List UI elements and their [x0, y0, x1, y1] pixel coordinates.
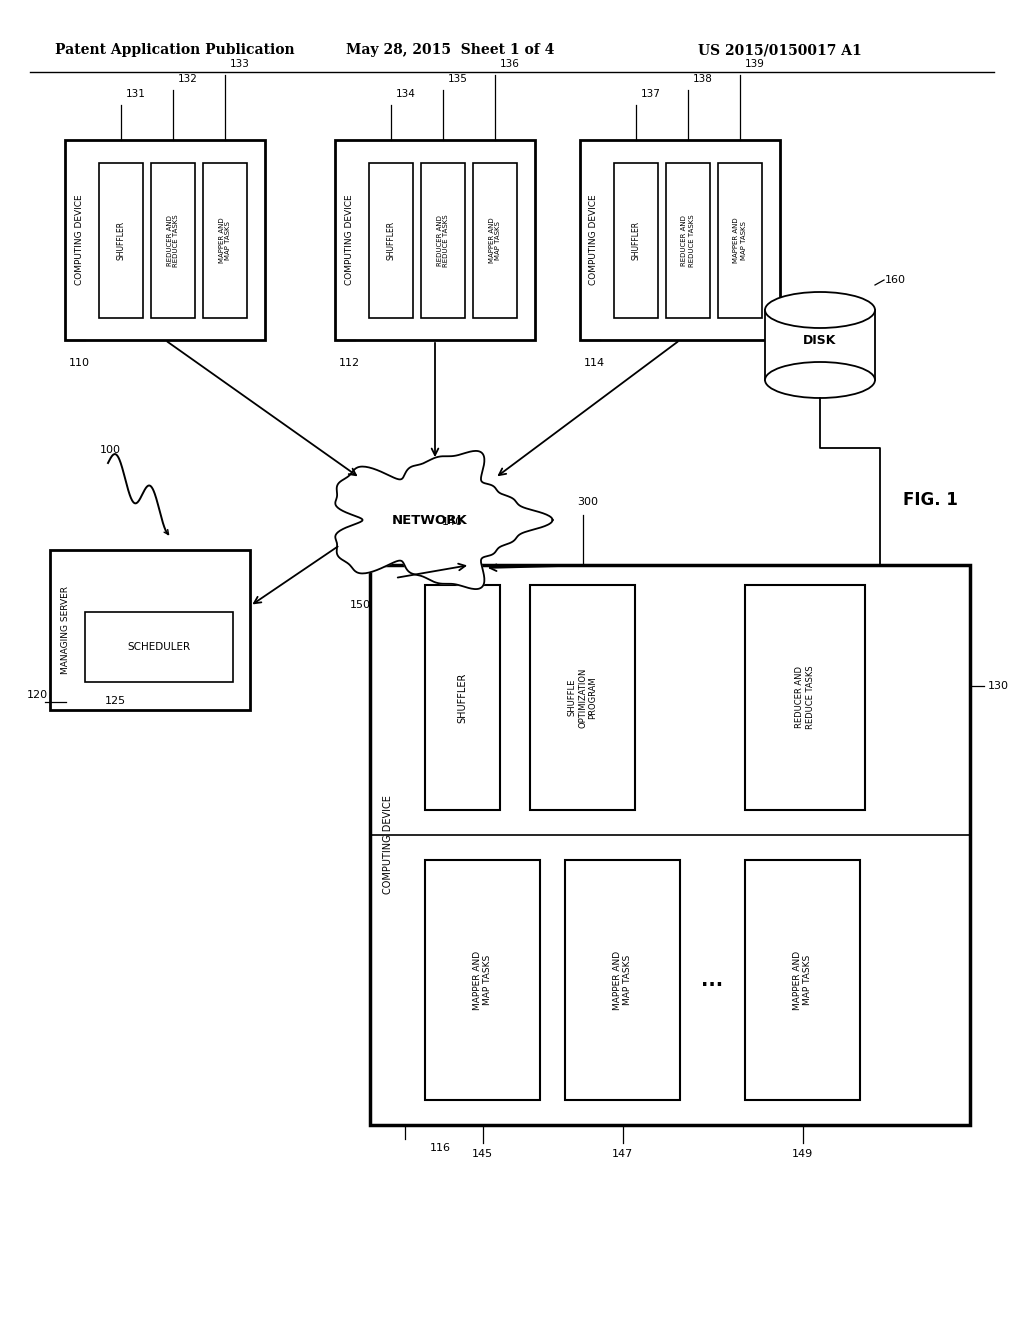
Text: 160: 160 — [885, 275, 906, 285]
Text: 100: 100 — [100, 445, 121, 455]
Text: 116: 116 — [430, 1143, 451, 1152]
Text: NETWORK: NETWORK — [392, 513, 468, 527]
Bar — [530, 585, 635, 810]
Text: ...: ... — [701, 970, 724, 990]
Ellipse shape — [765, 362, 874, 399]
Bar — [580, 140, 780, 341]
Text: DISK: DISK — [803, 334, 837, 347]
Bar — [745, 585, 865, 810]
Text: 147: 147 — [612, 1148, 633, 1159]
Text: 137: 137 — [641, 88, 660, 99]
Bar — [718, 162, 762, 318]
Text: COMPUTING DEVICE: COMPUTING DEVICE — [383, 796, 393, 895]
Text: FIG. 1: FIG. 1 — [902, 491, 957, 510]
Text: Patent Application Publication: Patent Application Publication — [55, 44, 295, 57]
Bar — [369, 162, 413, 318]
Text: REDUCER AND
REDUCE TASKS: REDUCER AND REDUCE TASKS — [436, 214, 450, 267]
Text: SHUFFLER: SHUFFLER — [458, 672, 468, 722]
Bar — [85, 612, 233, 682]
Bar — [745, 861, 860, 1100]
Text: SHUFFLER: SHUFFLER — [117, 220, 126, 260]
Text: US 2015/0150017 A1: US 2015/0150017 A1 — [698, 44, 862, 57]
Text: 131: 131 — [126, 88, 145, 99]
Text: MAPPER AND
MAP TASKS: MAPPER AND MAP TASKS — [733, 218, 746, 263]
Text: 145: 145 — [472, 1148, 494, 1159]
Bar — [425, 861, 540, 1100]
Text: MAPPER AND
MAP TASKS: MAPPER AND MAP TASKS — [473, 950, 493, 1010]
Text: SHUFFLER: SHUFFLER — [632, 220, 640, 260]
Text: 139: 139 — [745, 59, 765, 69]
Bar — [473, 162, 517, 318]
Text: MANAGING SERVER: MANAGING SERVER — [61, 586, 71, 675]
Text: MAPPER AND
MAP TASKS: MAPPER AND MAP TASKS — [612, 950, 632, 1010]
Bar — [50, 550, 250, 710]
Text: 138: 138 — [693, 74, 713, 84]
Bar — [151, 162, 195, 318]
Bar — [335, 140, 535, 341]
Bar — [370, 565, 970, 1125]
Bar — [765, 310, 874, 380]
Bar — [421, 162, 465, 318]
Text: REDUCER AND
REDUCE TASKS: REDUCER AND REDUCE TASKS — [796, 665, 815, 730]
Text: REDUCER AND
REDUCE TASKS: REDUCER AND REDUCE TASKS — [682, 214, 694, 267]
Text: 134: 134 — [396, 88, 416, 99]
Bar — [99, 162, 143, 318]
Bar — [666, 162, 710, 318]
Bar — [565, 861, 680, 1100]
Text: 140: 140 — [442, 517, 463, 527]
Text: 150: 150 — [349, 601, 371, 610]
Text: COMPUTING DEVICE: COMPUTING DEVICE — [590, 194, 598, 285]
Text: 149: 149 — [792, 1148, 813, 1159]
Polygon shape — [335, 451, 553, 589]
Text: COMPUTING DEVICE: COMPUTING DEVICE — [344, 194, 353, 285]
Text: 112: 112 — [339, 358, 360, 368]
Text: MAPPER AND
MAP TASKS: MAPPER AND MAP TASKS — [488, 218, 502, 263]
Text: 132: 132 — [178, 74, 198, 84]
Bar — [65, 140, 265, 341]
Text: 120: 120 — [27, 690, 48, 700]
Text: 110: 110 — [69, 358, 90, 368]
Text: 133: 133 — [230, 59, 250, 69]
Ellipse shape — [765, 292, 874, 327]
Text: 114: 114 — [584, 358, 605, 368]
Bar — [614, 162, 658, 318]
Text: 300: 300 — [577, 498, 598, 507]
Text: SHUFFLER: SHUFFLER — [386, 220, 395, 260]
Text: 135: 135 — [449, 74, 468, 84]
Text: 130: 130 — [988, 681, 1009, 692]
Text: May 28, 2015  Sheet 1 of 4: May 28, 2015 Sheet 1 of 4 — [346, 44, 554, 57]
Text: SCHEDULER: SCHEDULER — [127, 642, 190, 652]
Text: COMPUTING DEVICE: COMPUTING DEVICE — [75, 194, 84, 285]
Text: REDUCER AND
REDUCE TASKS: REDUCER AND REDUCE TASKS — [167, 214, 179, 267]
Bar — [203, 162, 247, 318]
Text: MAPPER AND
MAP TASKS: MAPPER AND MAP TASKS — [218, 218, 231, 263]
Text: SHUFFLE
OPTIMIZATION
PROGRAM: SHUFFLE OPTIMIZATION PROGRAM — [567, 668, 597, 727]
Text: 125: 125 — [104, 696, 126, 706]
Text: 136: 136 — [500, 59, 520, 69]
Text: MAPPER AND
MAP TASKS: MAPPER AND MAP TASKS — [793, 950, 812, 1010]
Bar — [425, 585, 500, 810]
